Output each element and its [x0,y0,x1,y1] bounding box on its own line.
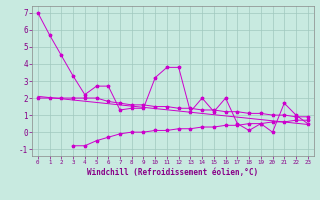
X-axis label: Windchill (Refroidissement éolien,°C): Windchill (Refroidissement éolien,°C) [87,168,258,177]
